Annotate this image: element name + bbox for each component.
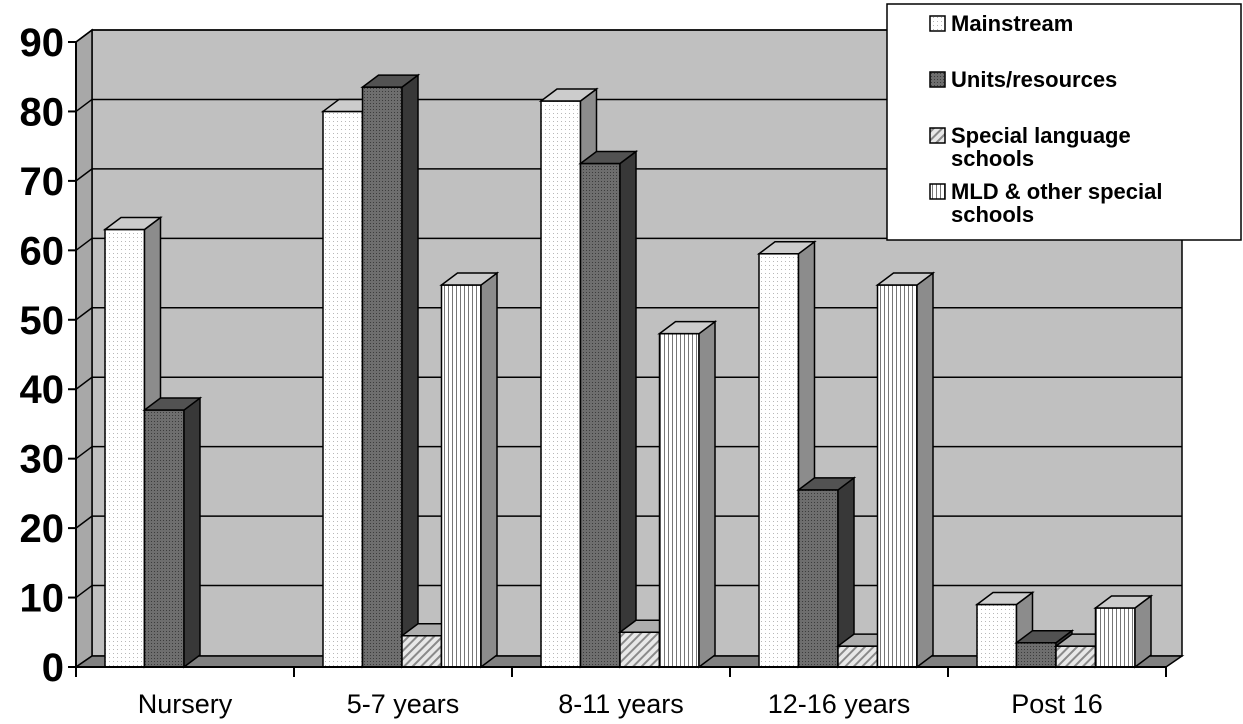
plot-side-wall [75, 28, 93, 669]
bar [142, 396, 203, 669]
x-tick-label: Nursery [138, 689, 233, 719]
bar-front [837, 645, 879, 668]
legend-label: Mainstream [951, 11, 1073, 36]
bar-top [142, 397, 203, 411]
bar-top [360, 74, 421, 88]
legend-entry: Units/resources [929, 67, 1117, 92]
x-tick-label: 5-7 years [347, 689, 460, 719]
y-axis-ticks: 0 10 20 30 40 50 60 70 80 90 [20, 21, 76, 690]
bar-top [578, 150, 639, 165]
bar-top [102, 216, 163, 231]
gridline-side [75, 446, 93, 460]
y-tick-label: 80 [20, 90, 65, 134]
legend-label: schools [951, 146, 1034, 171]
bar [796, 476, 857, 669]
gridline-side [75, 376, 93, 390]
bar-front [401, 635, 443, 668]
x-tick-label: 12-16 years [768, 689, 911, 719]
bar-front [976, 603, 1018, 668]
bar-front [361, 86, 403, 668]
bar-top [657, 320, 718, 335]
gridline-side [75, 237, 93, 251]
y-tick-label: 70 [20, 160, 65, 204]
y-tick-label: 90 [20, 21, 65, 65]
y-tick-label: 10 [20, 577, 65, 621]
bar [439, 271, 500, 669]
bar-top [796, 477, 857, 491]
bars [102, 73, 1154, 669]
y-tick-label: 60 [20, 229, 65, 273]
bar-front [1094, 607, 1136, 668]
gridline-side [75, 98, 93, 113]
y-tick-label: 30 [20, 438, 65, 482]
bar-front [1015, 641, 1057, 668]
gridline-side [75, 168, 93, 182]
bar-front [797, 489, 839, 668]
legend-label: Special language [951, 123, 1131, 148]
legend: Mainstream Units/resources Special languag… [886, 3, 1242, 241]
y-tick-label: 50 [20, 299, 65, 343]
bar [974, 591, 1035, 669]
gridline-side [75, 515, 93, 529]
bar-top [974, 591, 1035, 606]
bar-side [698, 320, 716, 669]
bar-front [143, 409, 185, 668]
bar-front [104, 228, 146, 668]
legend-swatch [929, 71, 946, 88]
bar [578, 150, 639, 669]
x-tick-label: 8-11 years [558, 689, 684, 719]
bar-top [538, 88, 599, 102]
y-tick-label: 40 [20, 368, 65, 412]
bar-top [756, 241, 817, 255]
bar-front [1055, 645, 1097, 668]
bar-side [619, 150, 637, 669]
legend-label: schools [951, 202, 1034, 227]
bar-front [440, 284, 482, 668]
bar [875, 271, 936, 669]
bar-top [1014, 629, 1075, 644]
legend-box [886, 3, 1242, 241]
gridline-side [75, 29, 93, 43]
bar-top [439, 272, 500, 286]
bar [657, 320, 718, 669]
bar-front [876, 284, 918, 668]
bar [360, 73, 421, 669]
x-tick-label: Post 16 [1011, 689, 1103, 719]
bar-side [401, 73, 419, 669]
legend-label: MLD & other special [951, 179, 1162, 204]
bar-front [579, 162, 621, 668]
bar-side [480, 271, 498, 669]
legend-swatch [929, 15, 946, 32]
bar-front [758, 253, 800, 668]
legend-label: Units/resources [951, 67, 1117, 92]
bar-top [875, 272, 936, 286]
legend-swatch [929, 127, 946, 144]
bar [1093, 594, 1154, 669]
bar-front [322, 110, 364, 668]
bar-front [540, 100, 582, 668]
bar-front [619, 631, 661, 668]
y-tick-label: 0 [42, 646, 64, 690]
gridline-side [75, 307, 93, 321]
gridline-side [75, 584, 93, 599]
legend-swatch [929, 183, 946, 200]
legend-entry: Mainstream [929, 11, 1073, 36]
bar-top [1093, 595, 1154, 609]
bar-side [916, 271, 934, 669]
x-axis-labels: Nursery 5-7 years 8-11 years 12-16 years Pos… [138, 689, 1103, 719]
x-axis-tick-marks [75, 667, 1167, 677]
bar-front [658, 332, 700, 668]
y-tick-label: 20 [20, 507, 65, 551]
bar-side [183, 396, 201, 669]
